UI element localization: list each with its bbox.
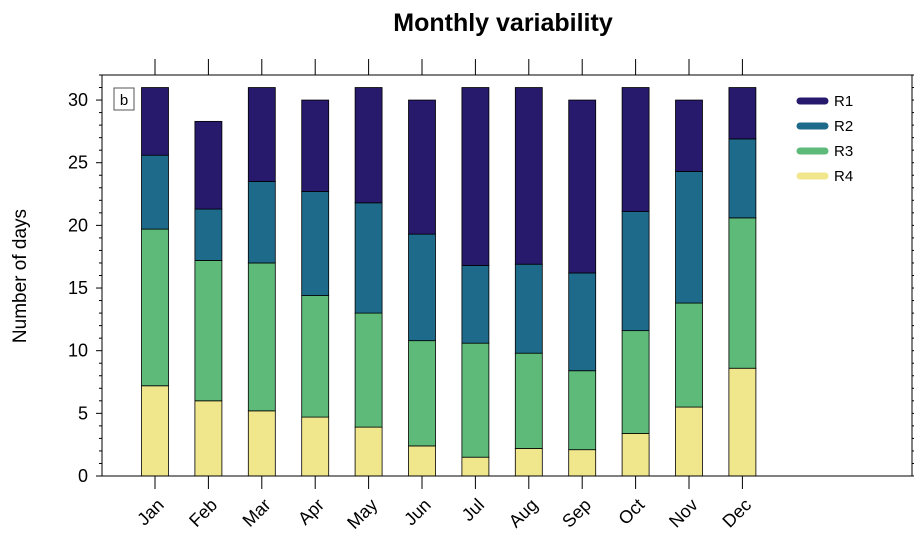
x-tick-label-apr: Apr — [294, 495, 328, 529]
bar-r3-jan — [141, 228, 169, 387]
panel-tag-box — [113, 87, 135, 111]
y-tick-label: 5 — [78, 403, 88, 423]
panel-tag: b — [113, 87, 135, 111]
bar-r4-nov — [675, 406, 703, 477]
x-tick-label-sep: Sep — [558, 495, 595, 532]
y-tick-label: 20 — [68, 215, 88, 235]
bar-r3-dec — [728, 217, 757, 369]
bar-r2-mar — [247, 181, 276, 264]
bar-r4-feb — [194, 400, 223, 477]
bar-r2-sep — [568, 272, 597, 372]
bar-r1-jul — [461, 87, 490, 266]
bar-r1-apr — [301, 99, 330, 192]
bar-r2-may — [354, 202, 383, 314]
bar-r3-jun — [408, 340, 436, 447]
bar-r4-jul — [461, 456, 490, 477]
y-axis-label: Number of days — [10, 209, 31, 343]
x-tick-label-jan: Jan — [133, 495, 168, 530]
y-tick-label: 15 — [68, 278, 88, 298]
y-tick-label: 30 — [68, 90, 88, 110]
plot-frame — [101, 74, 913, 477]
bar-r2-nov — [675, 171, 703, 304]
bar-r4-aug — [514, 448, 543, 477]
bar-r4-apr — [301, 416, 330, 477]
x-tick-label-mar: Mar — [239, 495, 275, 531]
bar-r4-may — [354, 426, 383, 477]
bar-r2-jan — [141, 154, 169, 230]
bar-r4-mar — [247, 410, 276, 477]
y-tick-label: 0 — [78, 466, 88, 486]
bar-r3-sep — [568, 370, 597, 451]
bar-r2-jun — [408, 233, 436, 342]
panel-tag-letter: b — [120, 92, 128, 109]
bar-r3-feb — [194, 260, 223, 402]
legend-label-r4: R4 — [834, 168, 853, 185]
bar-r3-nov — [675, 302, 703, 408]
bar-r1-jun — [408, 99, 436, 235]
bar-r3-aug — [514, 352, 543, 449]
legend-label-r1: R1 — [834, 93, 853, 110]
bar-r3-oct — [621, 330, 650, 434]
bar-r3-jul — [461, 342, 490, 458]
bar-r1-dec — [728, 87, 757, 140]
bar-r3-apr — [301, 295, 330, 418]
bar-r4-jan — [141, 385, 169, 477]
bar-r2-feb — [194, 208, 223, 261]
bar-r3-may — [354, 312, 383, 428]
legend: R1 R2 R3 R4 — [796, 93, 853, 185]
x-tick-label-feb: Feb — [185, 495, 221, 531]
bar-r1-oct — [621, 87, 650, 212]
x-tick-labels: Jan Feb Mar Apr May Jun Jul Aug Sep Oct Nov Dec — [133, 495, 755, 533]
bar-r1-feb — [194, 120, 223, 210]
x-tick-label-aug: Aug — [505, 495, 542, 532]
bar-r4-sep — [568, 449, 597, 477]
legend-label-r3: R3 — [834, 143, 853, 160]
bar-r1-jan — [141, 87, 169, 156]
legend-label-r2: R2 — [834, 118, 853, 135]
bar-r4-dec — [728, 367, 757, 477]
x-tick-label-jul: Jul — [458, 495, 488, 525]
bar-r1-sep — [568, 99, 597, 274]
bar-r1-aug — [514, 87, 543, 265]
x-tick-label-nov: Nov — [665, 495, 702, 532]
bar-r2-oct — [621, 211, 650, 332]
y-tick-labels: 0 5 10 15 20 25 30 — [68, 90, 88, 486]
bar-r3-mar — [247, 262, 276, 412]
bar-r1-nov — [675, 99, 703, 172]
y-tick-label: 25 — [68, 153, 88, 173]
y-tick-label: 10 — [68, 341, 88, 361]
bar-r4-oct — [621, 432, 650, 477]
bar-r1-may — [354, 87, 383, 204]
bar-r2-jul — [461, 265, 490, 344]
bar-r2-dec — [728, 138, 757, 219]
bars-layer — [141, 87, 757, 477]
x-tick-label-oct: Oct — [614, 495, 648, 529]
bar-r1-mar — [247, 87, 276, 182]
bar-r2-aug — [514, 263, 543, 354]
bar-r4-jun — [408, 445, 436, 477]
x-tick-label-may: May — [343, 495, 381, 533]
chart-title: Monthly variability — [393, 9, 613, 37]
bar-r2-apr — [301, 191, 330, 296]
x-tick-label-dec: Dec — [718, 495, 755, 532]
x-tick-label-jun: Jun — [400, 495, 435, 530]
